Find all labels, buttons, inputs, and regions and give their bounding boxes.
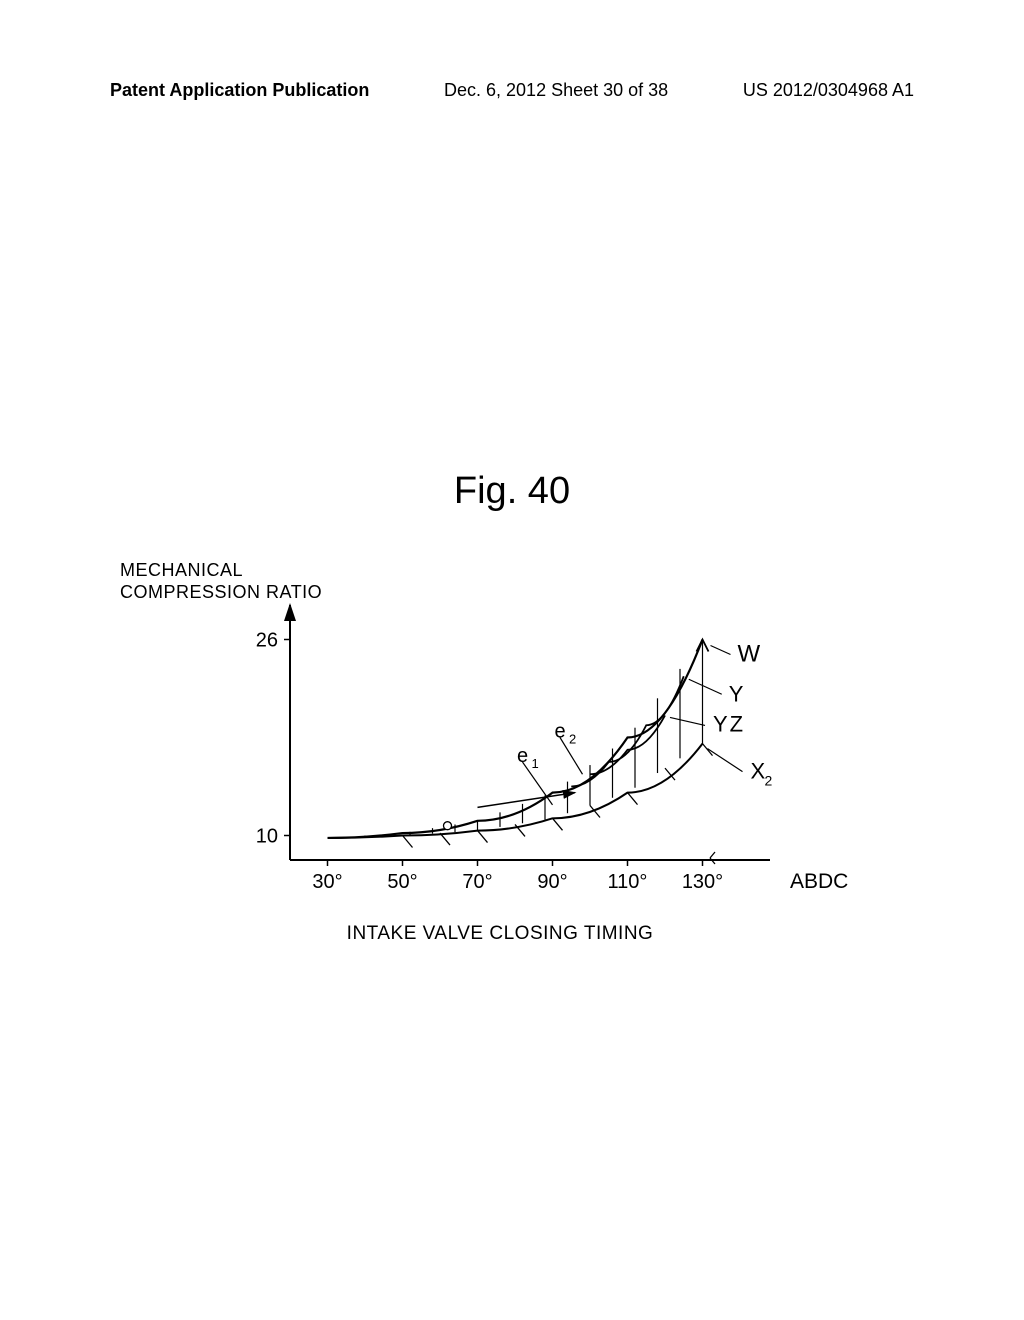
svg-text:ABDC: ABDC <box>790 870 848 893</box>
page-header: Patent Application Publication Dec. 6, 2… <box>0 80 1024 101</box>
y-axis-label-line2: COMPRESSION RATIO <box>120 582 322 602</box>
chart-svg: 102630°50°70°90°110°130°ABDCe1e2WYYZX2 <box>120 560 880 940</box>
header-patent-number: US 2012/0304968 A1 <box>743 80 914 101</box>
svg-text:2: 2 <box>569 732 576 747</box>
svg-text:W: W <box>738 641 761 668</box>
svg-text:110°: 110° <box>608 871 648 893</box>
chart: MECHANICAL COMPRESSION RATIO 10 26 30° 50° 7… <box>120 560 880 940</box>
y-axis-label: MECHANICAL COMPRESSION RATIO <box>120 560 322 603</box>
svg-text:X: X <box>751 759 766 784</box>
svg-text:10: 10 <box>256 826 278 848</box>
y-axis-label-line1: MECHANICAL <box>120 560 243 580</box>
svg-text:2: 2 <box>765 773 773 789</box>
svg-text:e: e <box>517 745 528 767</box>
figure-title: Fig. 40 <box>0 470 1024 513</box>
svg-text:26: 26 <box>256 630 278 652</box>
header-date-sheet: Dec. 6, 2012 Sheet 30 of 38 <box>444 80 668 101</box>
header-publication: Patent Application Publication <box>110 80 369 101</box>
svg-text:50°: 50° <box>387 871 417 893</box>
svg-text:1: 1 <box>532 756 539 771</box>
x-axis-label: INTAKE VALVE CLOSING TIMING <box>120 923 880 945</box>
svg-text:YZ: YZ <box>713 711 745 736</box>
svg-text:Y: Y <box>729 681 744 706</box>
plot-group: 102630°50°70°90°110°130°ABDCe1e2WYYZX2 <box>256 605 849 893</box>
svg-text:70°: 70° <box>462 871 492 893</box>
svg-text:90°: 90° <box>537 871 567 893</box>
svg-text:e: e <box>554 721 565 743</box>
svg-text:30°: 30° <box>312 871 342 893</box>
svg-text:130°: 130° <box>682 871 723 893</box>
